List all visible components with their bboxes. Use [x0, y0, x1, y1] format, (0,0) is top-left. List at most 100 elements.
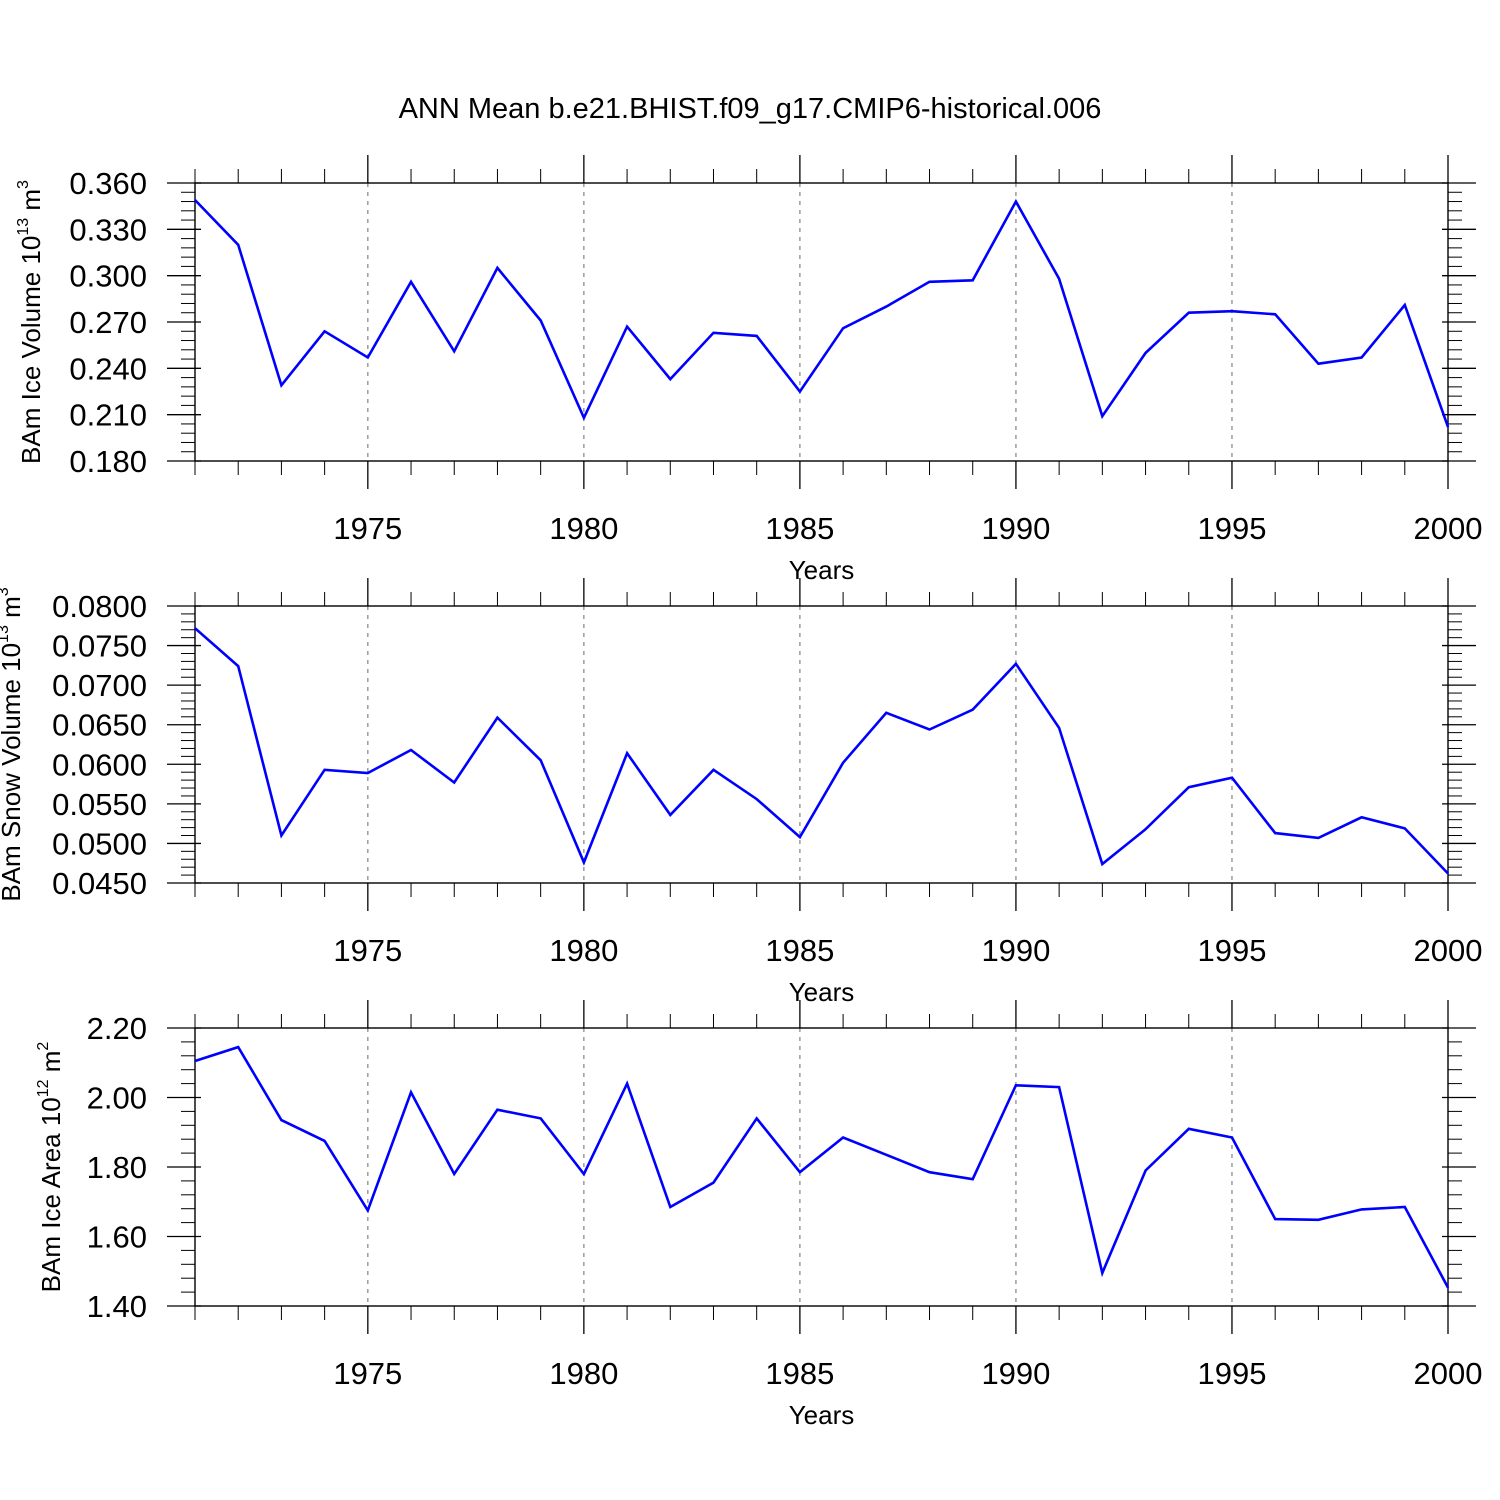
data-point [453, 350, 456, 353]
y-axis-title: BAm Snow Volume 1013 m3 [0, 587, 26, 901]
data-point [237, 665, 240, 667]
x-tick-label: 1975 [333, 933, 402, 968]
data-point [1015, 1084, 1017, 1087]
y-tick-label: 0.0800 [52, 589, 147, 624]
data-point [1015, 662, 1017, 665]
data-point [755, 798, 758, 800]
data-point [194, 199, 196, 201]
y-axis-title-superscript: 3 [15, 180, 32, 189]
data-point [626, 325, 628, 328]
plot-frame [194, 605, 1449, 884]
y-tick-label: 0.360 [69, 166, 147, 201]
data-point [799, 1171, 801, 1174]
y-axis-title-superscript: 2 [35, 1042, 52, 1051]
x-tick-label: 1980 [549, 511, 618, 546]
y-axis-title-part: BAm Snow Volume 10 [0, 643, 26, 902]
x-tick-label: 1995 [1197, 933, 1266, 968]
data-point [410, 749, 412, 751]
y-axis-title-superscript: 13 [15, 218, 32, 236]
y-axis-title: BAm Ice Area 1012 m2 [35, 1042, 66, 1293]
data-point [1403, 1206, 1406, 1208]
x-axis-title: Years [789, 977, 855, 1007]
x-axis-title: Years [789, 1400, 855, 1430]
data-point [971, 279, 974, 282]
data-point [280, 1119, 283, 1121]
data-point [799, 836, 801, 838]
data-point [842, 761, 844, 764]
data-point [755, 335, 758, 337]
x-tick-label: 1995 [1197, 511, 1266, 546]
x-tick-label: 1985 [765, 511, 834, 546]
data-point [367, 1209, 369, 1212]
data-point [712, 1181, 715, 1184]
y-tick-label: 0.0550 [52, 787, 147, 822]
y-tick-label: 0.180 [69, 444, 147, 479]
data-point [539, 1117, 542, 1120]
data-point [539, 759, 542, 762]
data-point [1144, 1169, 1147, 1172]
x-tick-label: 2000 [1414, 933, 1483, 968]
data-point [1447, 872, 1449, 875]
data-point [1101, 863, 1104, 865]
data-point [496, 267, 499, 269]
data-point [367, 772, 369, 774]
data-point [1274, 832, 1276, 834]
data-point [323, 330, 326, 333]
data-point [885, 305, 888, 308]
data-point [799, 390, 801, 393]
chart-panel-3: 1.40 1.60 1.80 2.00 2.20 1975 1980 1985 1990 1995… [35, 1000, 1482, 1430]
data-point [280, 384, 283, 387]
y-tick-label: 0.240 [69, 351, 147, 386]
data-point [194, 627, 196, 629]
x-tick-label: 1990 [981, 511, 1050, 546]
x-tick-label: 1985 [765, 933, 834, 968]
data-point [237, 243, 240, 246]
data-point [1058, 727, 1060, 729]
data-point [496, 1108, 499, 1111]
data-point [194, 1060, 196, 1062]
data-point [1231, 1136, 1233, 1139]
series-line [194, 1045, 1450, 1289]
data-point [928, 728, 931, 731]
x-tick-label: 1990 [981, 1356, 1050, 1391]
y-tick-label: 0.0650 [52, 708, 147, 743]
x-tick-label: 1995 [1197, 1356, 1266, 1391]
y-tick-label: 0.330 [69, 212, 147, 247]
y-tick-label: 0.0700 [52, 668, 147, 703]
y-axis-title-part: m [0, 596, 26, 625]
data-point [237, 1046, 240, 1048]
data-point [583, 861, 585, 864]
data-point [1447, 426, 1449, 428]
y-axis-title-part: m [36, 1051, 66, 1080]
y-tick-label: 0.0600 [52, 747, 147, 782]
x-tick-label: 1980 [549, 1356, 618, 1391]
data-point [1403, 304, 1406, 306]
figure-title: ANN Mean b.e21.BHIST.f09_g17.CMIP6-histo… [399, 93, 1102, 125]
x-axis-title: Years [789, 555, 855, 585]
data-point [971, 708, 974, 711]
data-point [842, 327, 844, 329]
x-tick-label: 2000 [1414, 1356, 1483, 1391]
y-tick-label: 1.40 [87, 1289, 147, 1324]
x-tick-label: 1975 [333, 511, 402, 546]
data-point [626, 752, 628, 755]
data-point [626, 1082, 628, 1085]
data-point [323, 769, 326, 771]
data-point [1187, 1127, 1190, 1130]
data-point [928, 281, 931, 283]
y-tick-label: 0.210 [69, 398, 147, 433]
data-point [971, 1178, 974, 1180]
data-point [669, 1206, 672, 1208]
data-point [367, 356, 369, 359]
chart-panel-2: 0.0450 0.0500 0.0550 0.0600 0.0650 0.0700 0.07… [0, 578, 1482, 1007]
data-point [280, 834, 283, 837]
data-point [1144, 828, 1147, 830]
y-tick-label: 0.270 [69, 305, 147, 340]
x-tick-label: 1990 [981, 933, 1050, 968]
data-point [583, 416, 585, 419]
data-point [583, 1173, 585, 1175]
y-tick-label: 2.20 [87, 1011, 147, 1046]
data-point [1101, 1272, 1104, 1274]
y-tick-label: 0.0750 [52, 629, 147, 664]
